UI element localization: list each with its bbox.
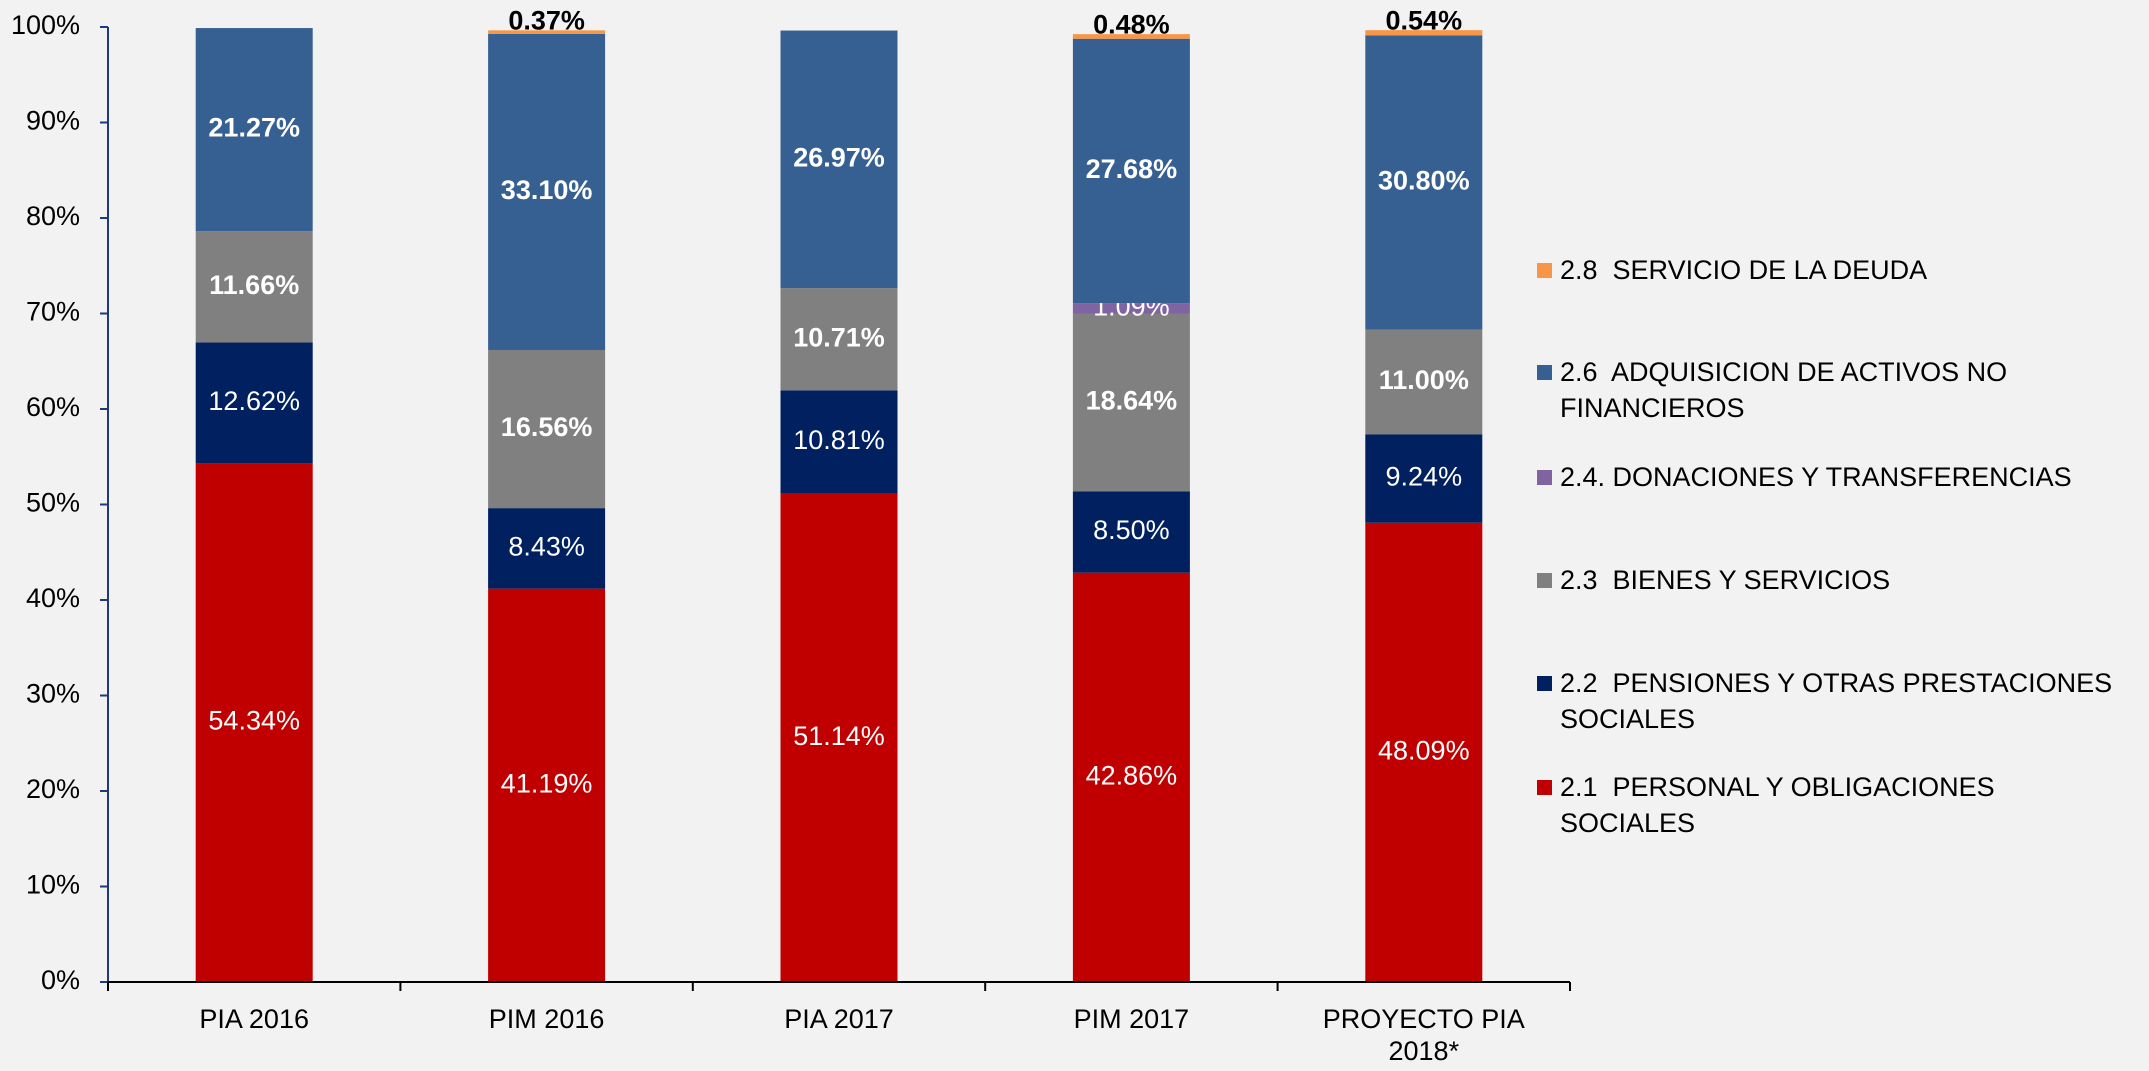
- data-label: 8.50%: [1093, 515, 1170, 545]
- data-label: 33.10%: [501, 175, 593, 205]
- legend-label: 2.4. DONACIONES Y TRANSFERENCIAS: [1560, 462, 2072, 492]
- bar-segment: [1072, 313, 1190, 492]
- bar-segment: [488, 349, 606, 509]
- data-label: 16.56%: [501, 412, 593, 442]
- x-tick-label: PIM 2017: [1073, 1004, 1190, 1034]
- x-tick-label: PROYECTO PIA 2018*: [1322, 1004, 1525, 1066]
- bar-segment: [1072, 303, 1190, 314]
- legend-swatch: [1537, 676, 1552, 691]
- data-label: 10.81%: [793, 425, 885, 455]
- legend-label: 2.3 BIENES Y SERVICIOS: [1560, 565, 1891, 595]
- y-tick-label: 70%: [26, 297, 80, 327]
- bar-segment: [488, 588, 606, 982]
- legend-swatch: [1537, 470, 1552, 485]
- data-label: 18.64%: [1086, 386, 1178, 416]
- legend-label: 2.1 PERSONAL Y OBLIGACIONES SOCIALES: [1560, 772, 2003, 838]
- bar-segment: [1365, 30, 1483, 36]
- y-tick-label: 40%: [26, 583, 80, 613]
- data-label: 48.09%: [1378, 735, 1470, 765]
- bar-segment: [780, 288, 898, 391]
- bar-segment: [1072, 491, 1190, 573]
- bar-segment: [195, 342, 313, 464]
- data-label: 0.54%: [1386, 5, 1463, 35]
- data-label: 11.00%: [1379, 365, 1469, 395]
- legend-swatch: [1537, 780, 1552, 795]
- data-label: 10.71%: [793, 322, 885, 352]
- data-label: 11.66%: [209, 270, 299, 300]
- legend-label: 2.8 SERVICIO DE LA DEUDA: [1560, 255, 1928, 285]
- data-label: 41.19%: [501, 768, 593, 798]
- x-tick-label: PIA 2016: [199, 1004, 309, 1034]
- y-tick-label: 10%: [26, 870, 80, 900]
- data-label: 54.34%: [208, 706, 300, 736]
- bar-segment: [488, 33, 606, 350]
- bar-segment: [780, 390, 898, 494]
- bar-segment: [1072, 34, 1190, 39]
- y-tick-label: 0%: [41, 965, 80, 995]
- y-tick-label: 80%: [26, 201, 80, 231]
- y-tick-label: 60%: [26, 392, 80, 422]
- data-label: 27.68%: [1086, 154, 1178, 184]
- bar-segment: [1365, 522, 1483, 982]
- bar-segment: [195, 231, 313, 343]
- legend-swatch: [1537, 573, 1552, 588]
- bar-segment: [1072, 38, 1190, 304]
- y-tick-label: 20%: [26, 774, 80, 804]
- data-label: 51.14%: [793, 721, 885, 751]
- x-tick-label: PIM 2016: [488, 1004, 605, 1034]
- bar-segment: [1365, 434, 1483, 523]
- data-label: 9.24%: [1386, 462, 1463, 492]
- legend-label: 2.2 PENSIONES Y OTRAS PRESTACIONES SOCIA…: [1560, 668, 2120, 734]
- bar-segment: [1365, 329, 1483, 435]
- bar-segment: [488, 30, 606, 34]
- data-label: 42.86%: [1086, 760, 1178, 790]
- bar-segment: [195, 463, 313, 983]
- bar-segment: [1365, 35, 1483, 330]
- data-label: 0.48%: [1093, 9, 1170, 39]
- legend-label: 2.6 ADQUISICION DE ACTIVOS NO FINANCIERO…: [1560, 357, 2015, 423]
- data-label: 8.43%: [508, 532, 585, 562]
- bar-segment: [780, 493, 898, 982]
- data-label: 21.27%: [208, 113, 300, 143]
- bar-segment: [780, 30, 898, 289]
- y-tick-label: 90%: [26, 106, 80, 136]
- legend-swatch: [1537, 263, 1552, 278]
- y-tick-label: 50%: [26, 488, 80, 518]
- bar-segment: [195, 28, 313, 232]
- data-label: 12.62%: [208, 386, 300, 416]
- data-label: 0.37%: [508, 5, 585, 35]
- y-tick-label: 100%: [11, 10, 80, 40]
- bar-segment: [1072, 572, 1190, 982]
- data-label: 26.97%: [793, 142, 885, 172]
- x-tick-label: PIA 2017: [784, 1004, 894, 1034]
- bar-segment: [488, 508, 606, 589]
- y-tick-label: 30%: [26, 679, 80, 709]
- data-label: 30.80%: [1378, 166, 1470, 196]
- legend-swatch: [1537, 365, 1552, 380]
